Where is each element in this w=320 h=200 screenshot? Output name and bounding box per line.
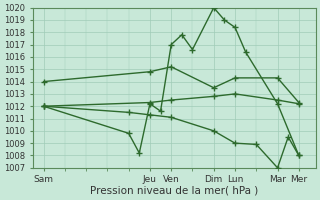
X-axis label: Pression niveau de la mer( hPa ): Pression niveau de la mer( hPa )	[90, 186, 259, 196]
